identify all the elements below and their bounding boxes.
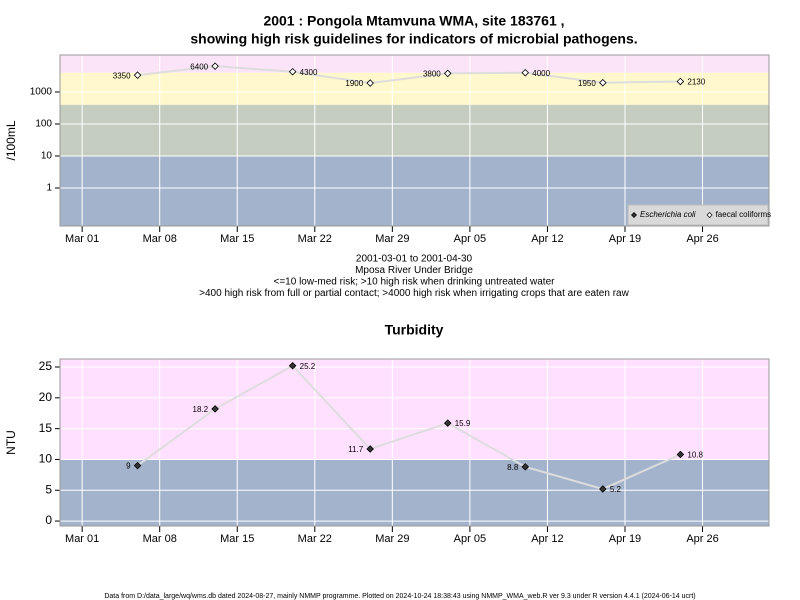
data-point <box>366 445 374 453</box>
x-tick-label: Mar 08 <box>143 533 177 545</box>
value-label: 4000 <box>532 69 550 78</box>
data-point <box>521 68 530 77</box>
note: Mposa River Under Bridge <box>355 265 473 276</box>
data-point <box>211 405 219 413</box>
x-tick-label: Apr 12 <box>531 533 563 545</box>
value-label: 6400 <box>190 62 208 71</box>
series-line <box>136 364 681 491</box>
data-point <box>443 69 452 78</box>
legend-marker <box>706 212 713 218</box>
y-tick-label: 100 <box>35 119 52 130</box>
plot-frame <box>59 54 770 227</box>
x-tick-label: Apr 12 <box>531 233 563 245</box>
note: 2001-03-01 to 2001-04-30 <box>356 254 473 265</box>
data-point <box>288 67 297 76</box>
y-tick-label: 10 <box>41 151 53 162</box>
plot-frame <box>59 358 770 527</box>
data-point <box>288 362 297 370</box>
x-tick-label: Apr 26 <box>686 533 718 545</box>
x-tick-label: Mar 22 <box>298 533 332 545</box>
data-point <box>676 450 685 459</box>
x-tick-label: Mar 22 <box>298 233 332 245</box>
data-point <box>676 77 685 86</box>
note: >400 high risk from full or partial cont… <box>199 288 629 299</box>
risk-band <box>60 104 769 156</box>
y-tick-label: 1000 <box>30 87 53 98</box>
x-tick-label: Mar 15 <box>220 533 254 545</box>
x-tick-label: Mar 01 <box>65 233 99 245</box>
x-tick-label: Apr 05 <box>454 233 486 245</box>
value-label: 25.2 <box>300 362 316 371</box>
risk-band <box>60 55 769 73</box>
x-tick-label: Apr 19 <box>609 233 641 245</box>
x-tick-label: Mar 08 <box>143 233 177 245</box>
value-label: 2130 <box>687 78 705 87</box>
value-label: 11.7 <box>348 445 364 454</box>
data-point <box>521 463 530 471</box>
data-point <box>599 485 607 493</box>
y-tick-label: 1 <box>46 183 52 194</box>
y-tick-label: 10 <box>39 452 53 466</box>
risk-band <box>60 459 769 526</box>
chart-title: showing high risk guidelines for indicat… <box>190 31 637 47</box>
value-label: 8.8 <box>507 463 519 472</box>
legend-marker <box>631 212 637 218</box>
value-label: 15.9 <box>455 419 471 428</box>
data-point <box>443 419 452 427</box>
y-tick-label: 0 <box>45 513 52 527</box>
y-tick-label: 5 <box>45 482 52 496</box>
value-label: 3350 <box>113 71 131 80</box>
data-point <box>366 79 374 87</box>
legend-box <box>627 204 769 226</box>
legend: Escherichia coli faecal coliforms <box>627 204 772 226</box>
y-tick-label: 15 <box>39 421 53 435</box>
y-axis-label: NTU <box>4 430 18 455</box>
x-tick-label: Mar 01 <box>65 533 99 545</box>
value-label: 1950 <box>578 79 596 88</box>
chart-title: 2001 : Pongola Mtamvuna WMA, site 183761… <box>263 13 564 29</box>
y-tick-label: 25 <box>39 359 53 373</box>
x-tick-label: Mar 29 <box>375 233 409 245</box>
data-point <box>599 78 607 87</box>
value-label: 3800 <box>423 70 441 79</box>
data-point <box>133 461 142 470</box>
value-label: 10.8 <box>687 451 703 460</box>
x-tick-label: Apr 05 <box>454 533 486 545</box>
value-label: 4300 <box>300 68 318 77</box>
value-label: 1900 <box>345 79 363 88</box>
value-label: 9 <box>126 462 131 471</box>
chart-title: Turbidity <box>385 322 444 338</box>
legend-label: faecal coliforms <box>716 210 772 219</box>
footer: Data from D:/data_large/wq/wms.db dated … <box>104 593 695 600</box>
value-label: 5.2 <box>610 485 622 494</box>
data-point <box>211 62 219 70</box>
legend-label: Escherichia coli <box>640 210 696 219</box>
x-tick-label: Apr 19 <box>609 533 641 545</box>
series-line <box>137 65 681 85</box>
data-point <box>133 71 142 79</box>
risk-band <box>60 359 769 460</box>
value-label: 18.2 <box>193 405 209 414</box>
y-axis-label: /100mL <box>4 120 18 160</box>
y-tick-label: 20 <box>39 390 53 404</box>
x-tick-label: Mar 29 <box>375 533 409 545</box>
x-tick-label: Mar 15 <box>220 233 254 245</box>
x-tick-label: Apr 26 <box>686 233 718 245</box>
note: <=10 low-med risk; >10 high risk when dr… <box>274 277 556 288</box>
